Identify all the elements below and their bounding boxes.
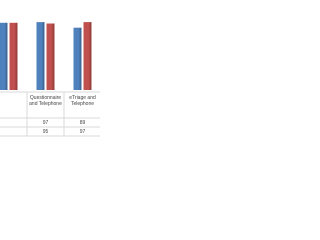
bar	[73, 27, 82, 90]
bar	[46, 23, 55, 90]
bar-shade	[79, 27, 82, 90]
page: {"chart_data": {"type": "bar", "categori…	[0, 0, 100, 140]
chart: Questionnaire and Telephone 97 95 eTriage an…	[0, 0, 100, 140]
data-label: 97	[80, 129, 86, 135]
bar	[9, 22, 18, 90]
bar-shade	[89, 22, 92, 91]
bar-shade	[5, 22, 8, 90]
data-label: 89	[80, 120, 86, 126]
bar	[0, 22, 8, 90]
data-label: 95	[43, 129, 49, 135]
x-tick-label: eTriage and Telephone	[69, 95, 96, 107]
bar-shade	[42, 22, 45, 91]
bar	[83, 22, 92, 91]
x-tick-label: Questionnaire and Telephone	[29, 95, 62, 107]
bar	[36, 22, 45, 91]
bar-shade	[15, 22, 18, 90]
bar-shade	[52, 23, 55, 90]
data-label: 97	[43, 120, 49, 126]
